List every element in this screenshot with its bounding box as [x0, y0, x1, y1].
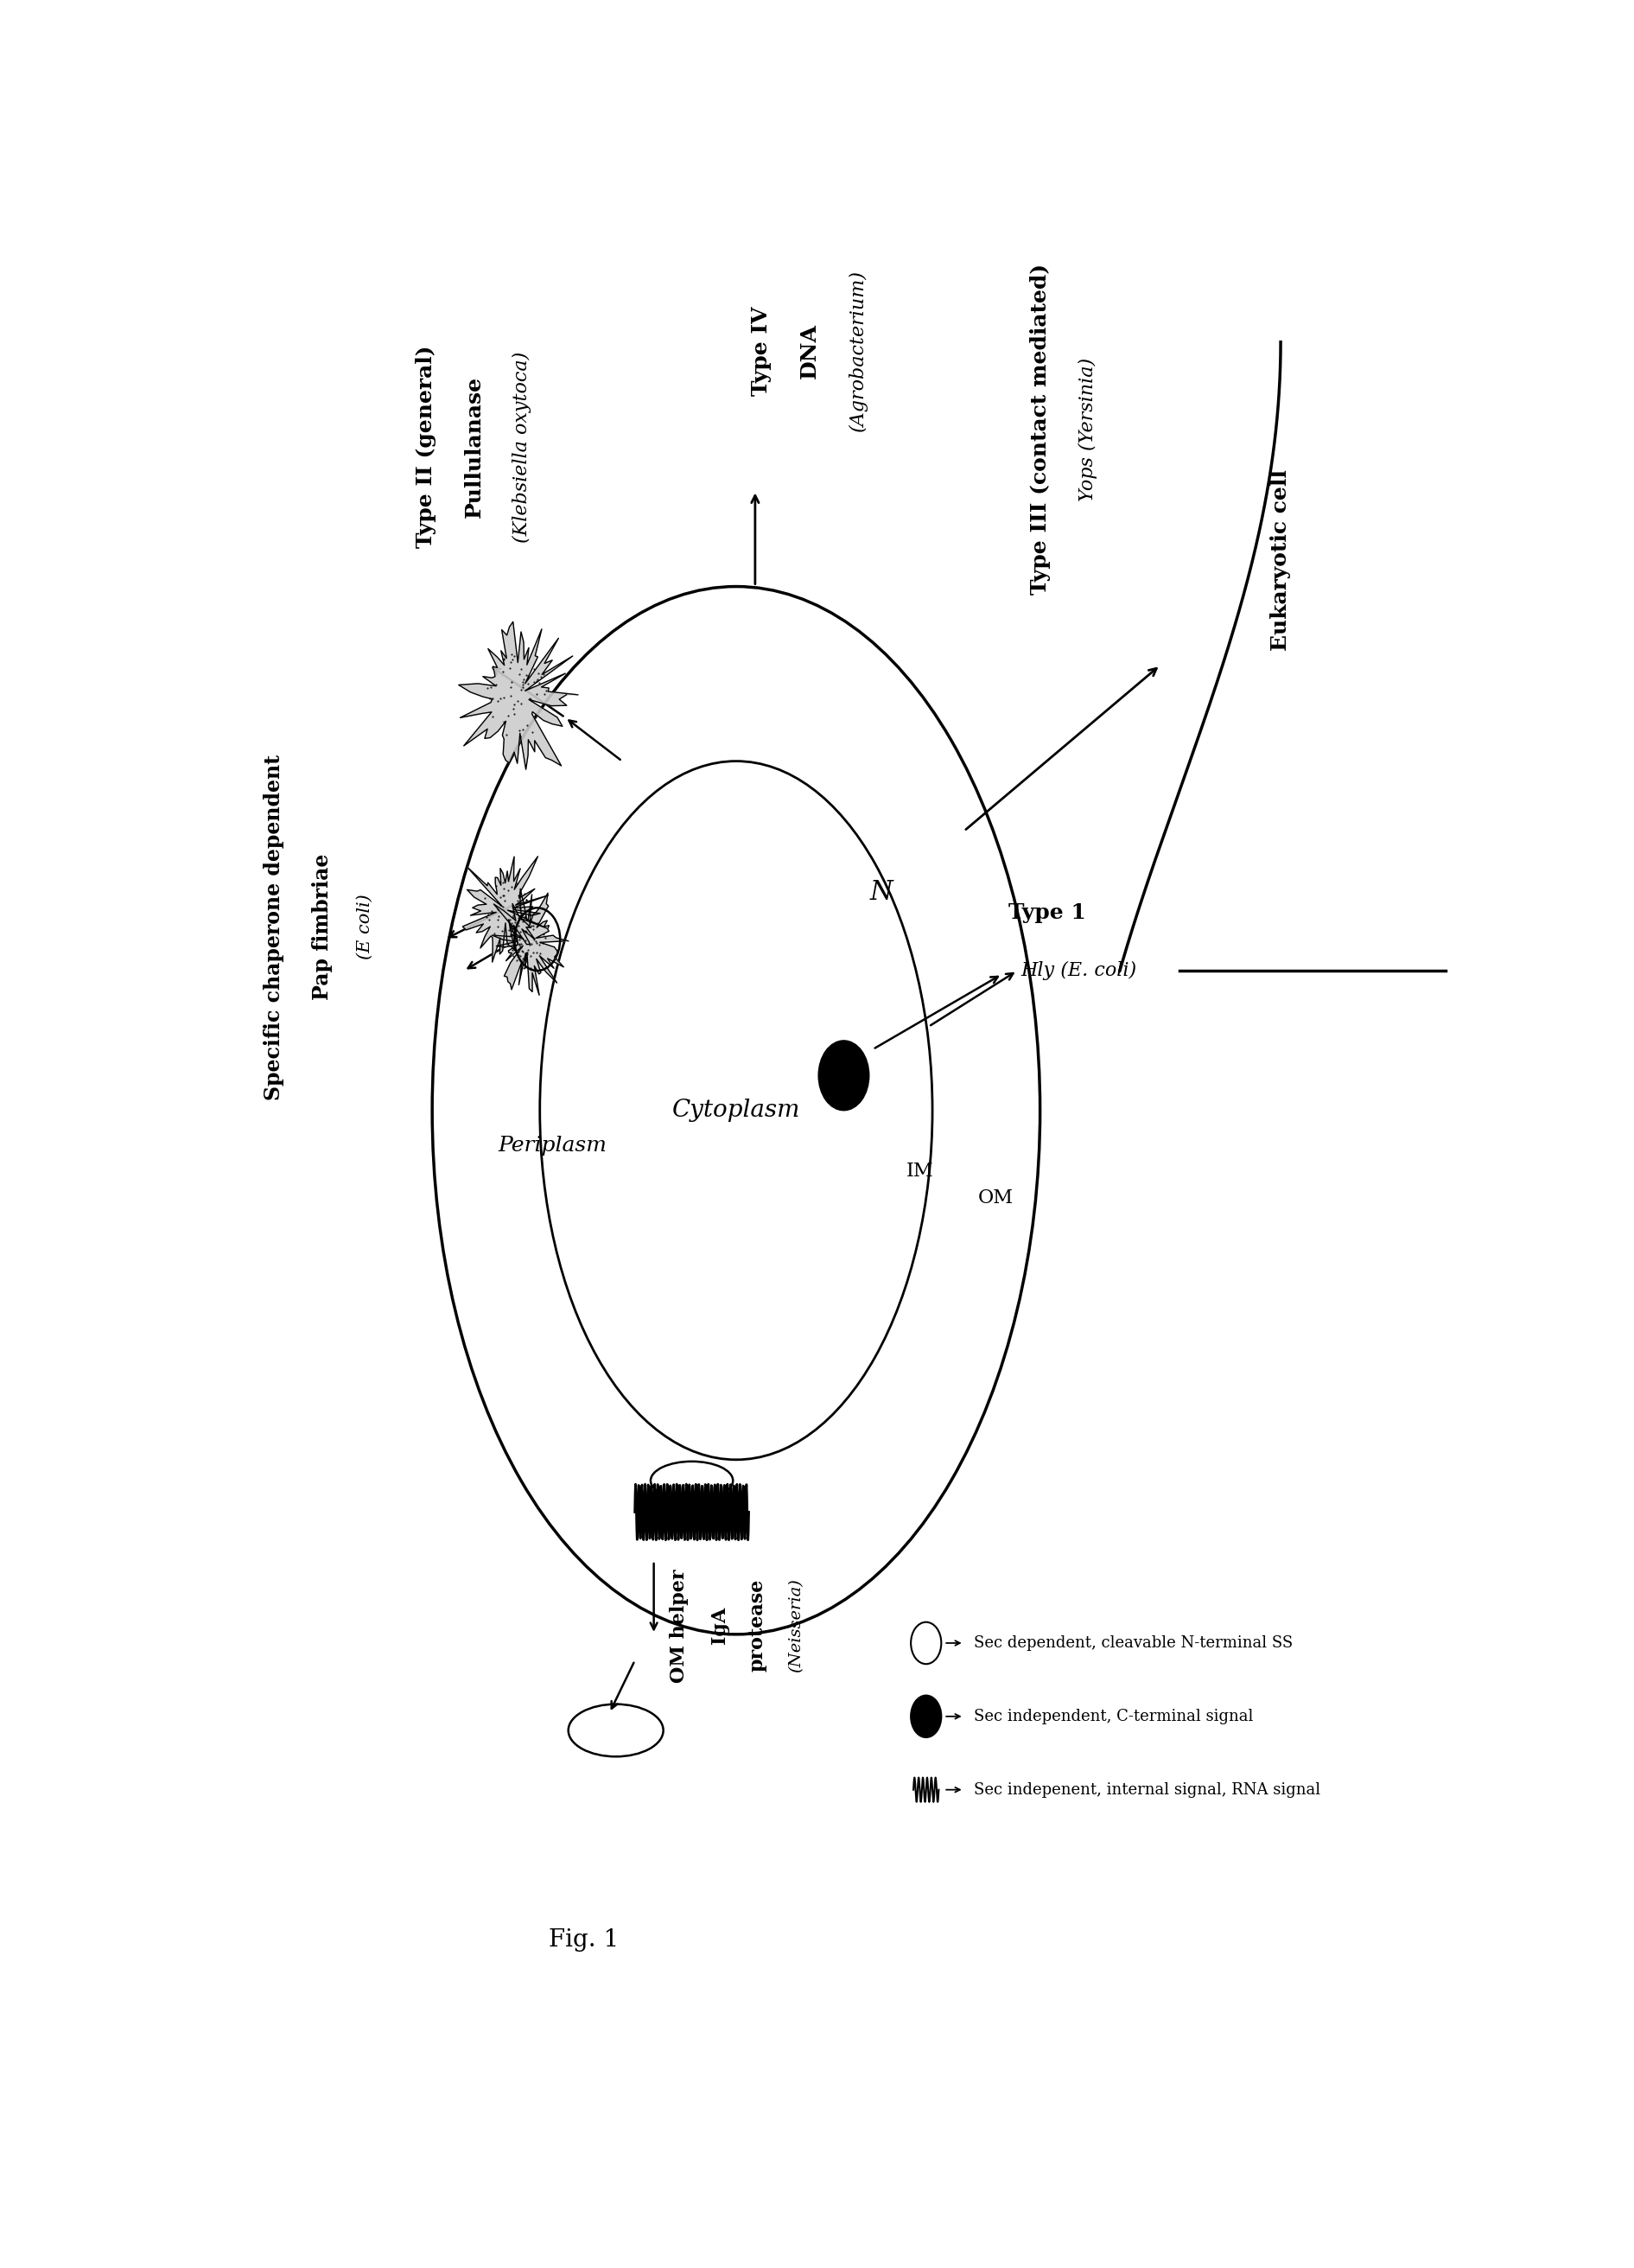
Text: Eukaryotic cell: Eukaryotic cell [1270, 469, 1291, 651]
Polygon shape [492, 889, 569, 996]
Circle shape [515, 907, 560, 971]
Text: Yops (Yersinia): Yops (Yersinia) [1078, 358, 1098, 501]
Text: Periplasm: Periplasm [498, 1136, 606, 1154]
Polygon shape [459, 621, 578, 769]
Text: DNA: DNA [799, 322, 820, 379]
Text: Sec independent, C-terminal signal: Sec independent, C-terminal signal [974, 1708, 1253, 1724]
Text: (E coli): (E coli) [356, 894, 373, 959]
Text: (Klebsiella oxytoca): (Klebsiella oxytoca) [513, 352, 531, 542]
Text: protease: protease [748, 1579, 766, 1672]
Circle shape [819, 1041, 869, 1111]
Text: (Neisseria): (Neisseria) [788, 1579, 804, 1672]
Text: Type II (general): Type II (general) [415, 345, 436, 549]
Text: IM: IM [907, 1161, 933, 1182]
Circle shape [910, 1622, 941, 1665]
Text: Hly (E. coli): Hly (E. coli) [1021, 962, 1137, 980]
Text: (Agrobacterium): (Agrobacterium) [848, 270, 868, 431]
Polygon shape [462, 857, 549, 962]
Text: Type 1: Type 1 [1008, 903, 1087, 923]
Text: OM helper: OM helper [670, 1569, 688, 1683]
Text: Sec dependent, cleavable N-terminal SS: Sec dependent, cleavable N-terminal SS [974, 1635, 1292, 1651]
Text: N: N [871, 878, 894, 905]
Text: Specific chaperone dependent: Specific chaperone dependent [263, 755, 284, 1100]
Text: OM: OM [979, 1188, 1013, 1207]
Text: Cytoplasm: Cytoplasm [672, 1098, 801, 1123]
Text: Sec indepenent, internal signal, RNA signal: Sec indepenent, internal signal, RNA sig… [974, 1783, 1320, 1799]
Text: Type III (contact mediated): Type III (contact mediated) [1029, 263, 1051, 594]
Circle shape [910, 1696, 941, 1737]
Text: Fig. 1: Fig. 1 [549, 1928, 619, 1950]
Text: IgA: IgA [711, 1608, 729, 1644]
Text: Pullulanase: Pullulanase [464, 376, 484, 517]
Text: Type IV: Type IV [752, 306, 771, 395]
Text: Pap fimbriae: Pap fimbriae [312, 853, 332, 1000]
